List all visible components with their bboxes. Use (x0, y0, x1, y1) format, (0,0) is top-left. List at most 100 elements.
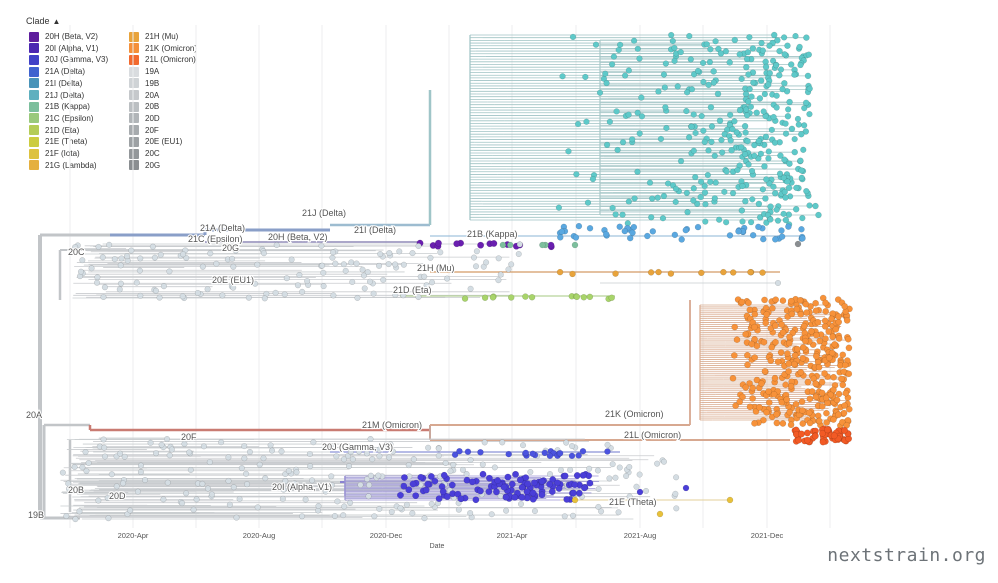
tip[interactable] (763, 408, 770, 416)
tip[interactable] (803, 188, 810, 195)
tip[interactable] (157, 251, 164, 258)
tip[interactable] (187, 466, 194, 473)
tip[interactable] (472, 496, 480, 504)
tip[interactable] (516, 241, 523, 248)
tip[interactable] (729, 190, 737, 197)
tip[interactable] (160, 283, 167, 290)
tip[interactable] (798, 174, 805, 181)
tip[interactable] (802, 300, 810, 308)
tip[interactable] (634, 109, 641, 116)
tip[interactable] (467, 285, 474, 292)
tip[interactable] (802, 99, 810, 107)
tip[interactable] (744, 49, 752, 56)
tip[interactable] (781, 156, 788, 163)
tip[interactable] (806, 111, 813, 118)
tip[interactable] (768, 126, 775, 133)
tip[interactable] (669, 37, 676, 45)
tip[interactable] (229, 255, 236, 262)
tip[interactable] (730, 269, 737, 276)
tip[interactable] (613, 108, 620, 115)
legend-item[interactable]: 20I (Alpha, V1) (29, 43, 129, 54)
tip[interactable] (646, 179, 654, 186)
tip[interactable] (531, 508, 538, 515)
tip[interactable] (609, 204, 616, 212)
tip[interactable] (322, 488, 329, 495)
tip[interactable] (798, 131, 805, 138)
tip[interactable] (766, 180, 773, 187)
tip[interactable] (627, 234, 634, 242)
tip[interactable] (698, 112, 705, 120)
tip[interactable] (575, 452, 582, 459)
tip[interactable] (697, 193, 704, 201)
tip[interactable] (714, 90, 722, 98)
tip[interactable] (738, 144, 745, 151)
tip[interactable] (671, 57, 678, 65)
tip[interactable] (787, 421, 795, 429)
tip[interactable] (366, 482, 373, 489)
tip[interactable] (580, 294, 588, 301)
tip[interactable] (762, 133, 770, 141)
tip[interactable] (686, 32, 693, 40)
tip[interactable] (774, 37, 781, 44)
tip[interactable] (318, 242, 325, 249)
tip[interactable] (442, 460, 449, 467)
tip[interactable] (644, 232, 651, 240)
tip[interactable] (349, 278, 356, 285)
tip[interactable] (444, 275, 451, 282)
tip[interactable] (773, 410, 780, 418)
tip[interactable] (633, 483, 640, 490)
tip[interactable] (241, 443, 248, 450)
tip[interactable] (278, 448, 285, 455)
tip[interactable] (828, 315, 835, 323)
tip[interactable] (766, 42, 773, 49)
tip[interactable] (450, 461, 457, 468)
tip[interactable] (793, 305, 801, 313)
tip[interactable] (663, 124, 670, 132)
tip[interactable] (168, 446, 175, 453)
tip[interactable] (306, 451, 313, 458)
tip[interactable] (746, 306, 754, 314)
tip[interactable] (765, 155, 772, 162)
tip[interactable] (812, 393, 820, 401)
tip[interactable] (269, 447, 276, 454)
tip[interactable] (741, 122, 749, 130)
tip[interactable] (657, 135, 665, 143)
tip[interactable] (617, 41, 624, 48)
tip[interactable] (805, 409, 813, 417)
tip[interactable] (796, 43, 803, 50)
tip[interactable] (779, 297, 787, 304)
tip[interactable] (751, 310, 759, 318)
tip[interactable] (160, 496, 167, 503)
tip[interactable] (731, 352, 738, 359)
tip[interactable] (771, 31, 778, 39)
tip[interactable] (831, 341, 838, 348)
tip[interactable] (299, 513, 306, 520)
tip[interactable] (424, 480, 432, 488)
tip[interactable] (506, 241, 514, 249)
tip[interactable] (785, 211, 793, 218)
tip[interactable] (636, 55, 643, 62)
tip[interactable] (570, 489, 577, 497)
tip[interactable] (719, 149, 726, 156)
tip[interactable] (780, 210, 787, 217)
tip[interactable] (556, 450, 564, 457)
tip[interactable] (310, 439, 317, 446)
tip[interactable] (717, 50, 725, 57)
tip[interactable] (643, 487, 650, 494)
tip[interactable] (497, 271, 504, 278)
tip[interactable] (392, 291, 399, 298)
tip[interactable] (65, 485, 72, 492)
tip[interactable] (254, 261, 261, 268)
tip[interactable] (467, 510, 474, 517)
tip[interactable] (353, 260, 360, 267)
tip[interactable] (583, 118, 590, 125)
tip[interactable] (723, 168, 730, 175)
tip[interactable] (429, 279, 436, 286)
tip[interactable] (199, 480, 206, 487)
tip[interactable] (786, 408, 793, 416)
tip[interactable] (495, 277, 502, 284)
legend-toggle[interactable]: Clade ▲ (26, 16, 60, 26)
tip[interactable] (707, 178, 714, 185)
legend-item[interactable]: 20G (129, 160, 229, 171)
tip[interactable] (573, 171, 580, 178)
